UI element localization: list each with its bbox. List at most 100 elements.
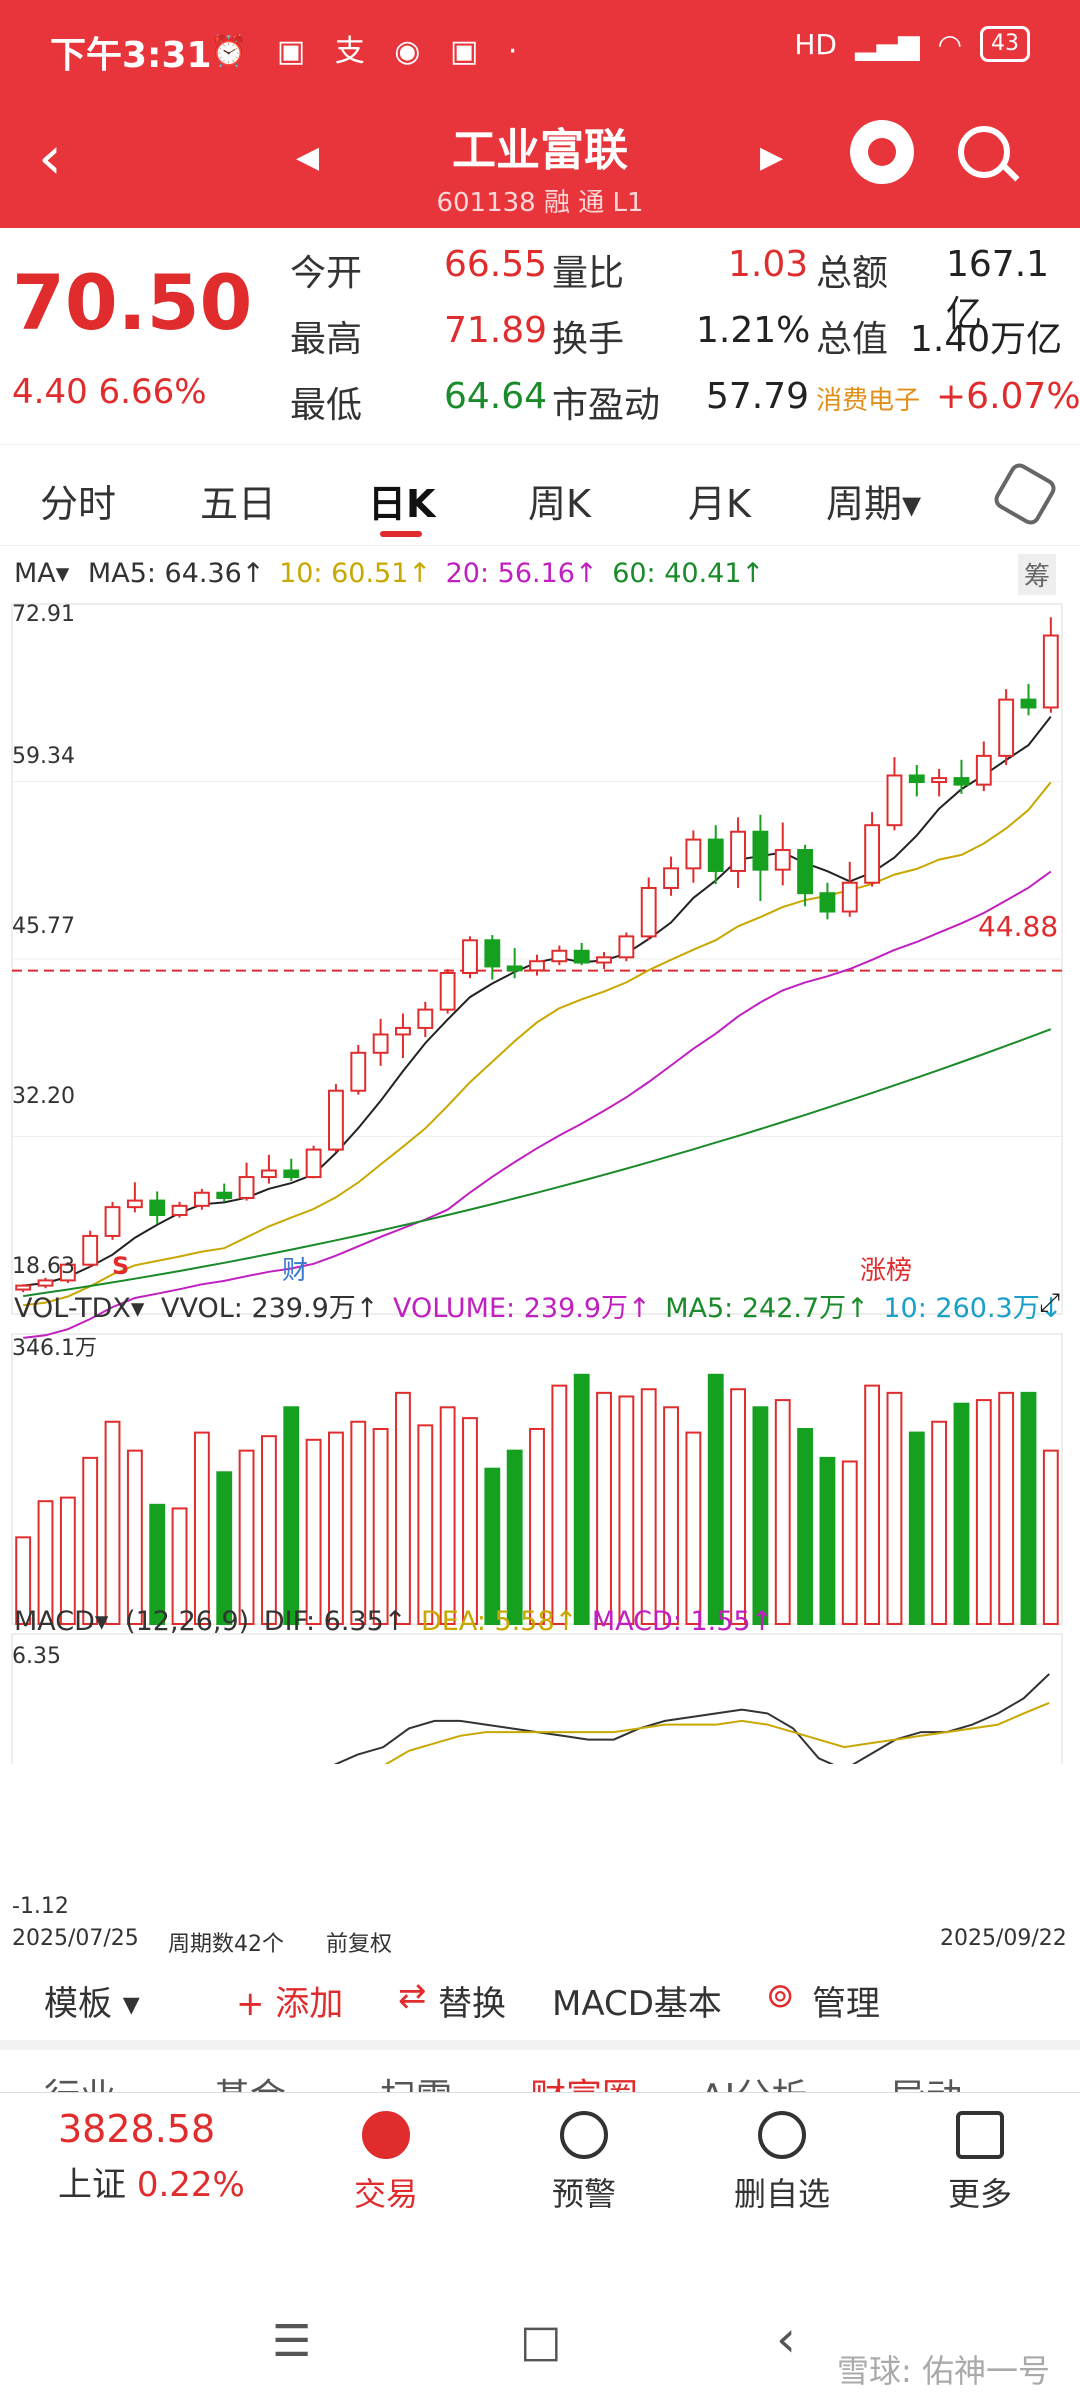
template-dropdown[interactable]: 模板 ▾ <box>44 1984 140 2024</box>
watermark: 雪球: 佑神一号 <box>837 2352 1050 2390</box>
search-icon[interactable] <box>958 126 1010 178</box>
ma-indicator-dropdown[interactable]: MA▾ <box>14 558 70 589</box>
price-axis-bottom: 18.63 <box>12 1254 75 1279</box>
volume-bar-22 <box>506 1449 523 1626</box>
volume-bar-0 <box>15 1536 32 1625</box>
macd-indicator-dropdown[interactable]: MACD▾ <box>14 1606 109 1637</box>
nav-remove-watchlist[interactable]: 删自选 <box>692 2111 872 2215</box>
value-turnover-amount: 167.1亿 <box>946 244 1050 335</box>
indicator-toolbar: 模板 ▾ + 添加 ⇄ 替换 MACD基本 ⊚ 管理 <box>0 1954 1080 2050</box>
index-value[interactable]: 3828.58 <box>58 2107 216 2151</box>
volume-bar-20 <box>462 1417 478 1625</box>
chart-area: MA▾ MA5: 64.36↑ 10: 60.51↑ 20: 56.16↑ 60… <box>0 544 1080 1957</box>
volume-bar-45 <box>1020 1391 1037 1625</box>
kline-chart-svg[interactable] <box>0 594 1080 1764</box>
nav-alert[interactable]: 预警 <box>494 2111 674 2215</box>
back-button[interactable]: ‹ <box>38 123 62 193</box>
expand-icon[interactable]: ⤢ <box>1039 1288 1060 1318</box>
adjust-mode: 前复权 <box>326 1932 393 1957</box>
label-sector[interactable]: 消费电子 <box>816 386 921 416</box>
candle-body-1 <box>37 1279 54 1287</box>
back-nav-icon[interactable]: ‹ <box>776 2310 796 2368</box>
volume-bar-29 <box>663 1406 679 1625</box>
candle-body-40 <box>908 774 925 784</box>
candle-body-18 <box>417 1008 434 1029</box>
home-icon[interactable]: □ <box>520 2316 562 2367</box>
assistant-robot-icon[interactable] <box>850 120 914 184</box>
battery-icon: 43 <box>980 26 1030 62</box>
ma10-line <box>23 781 1052 1307</box>
volume-bar-13 <box>305 1438 322 1625</box>
value-open: 66.55 <box>444 244 548 285</box>
volume-bar-34 <box>774 1399 791 1626</box>
candle-body-19 <box>439 971 456 1011</box>
volume-bar-37 <box>841 1460 858 1626</box>
tab-movements[interactable]: 异动 <box>890 2068 962 2092</box>
index-name[interactable]: 上证 0.22% <box>58 2157 245 2206</box>
volume-bar-1 <box>37 1500 54 1626</box>
settings-hexagon-icon[interactable] <box>990 459 1060 529</box>
replace-button[interactable]: 替换 <box>438 1984 506 2024</box>
price-change: 4.40 6.66% <box>12 372 207 412</box>
tab-monthly-k[interactable]: 月K <box>688 482 751 526</box>
dea-value: DEA: 5.58↑ <box>421 1606 578 1637</box>
macd-basic-button[interactable]: MACD基本 <box>552 1984 722 2024</box>
candle-body-7 <box>171 1204 188 1216</box>
tab-daily-k[interactable]: 日K <box>368 482 436 526</box>
nav-trade[interactable]: 交易 <box>296 2111 476 2215</box>
prev-stock-button[interactable]: ◀ <box>296 140 320 175</box>
signal-icon: ▂▄▆ <box>854 27 920 61</box>
candle-body-8 <box>193 1191 210 1207</box>
status-time: 下午3:31 <box>50 35 212 76</box>
tab-ai-analysis[interactable]: AI分析 <box>700 2068 807 2092</box>
vol-indicator-dropdown[interactable]: VOL-TDX▾ <box>14 1293 145 1324</box>
tab-industry[interactable]: 行业 <box>44 2068 116 2092</box>
tab-five-day[interactable]: 五日 <box>200 482 277 526</box>
candle-body-28 <box>640 886 657 938</box>
candle-body-14 <box>328 1089 344 1151</box>
next-stock-button[interactable]: ▶ <box>760 140 784 175</box>
candle-body-3 <box>82 1234 99 1266</box>
tab-risk-scan[interactable]: 扫雷 <box>380 2068 452 2092</box>
ma20-value: 20: 56.16↑ <box>445 558 598 589</box>
marker-earnings[interactable]: 财 <box>282 1256 309 1286</box>
manage-button[interactable]: 管理 <box>812 1984 880 2024</box>
tab-period-dropdown[interactable]: 周期▾ <box>826 482 922 526</box>
tab-weekly-k[interactable]: 周K <box>528 482 591 526</box>
value-high: 71.89 <box>444 310 548 351</box>
macd-pane-frame <box>11 1633 1063 1764</box>
candle-body-29 <box>663 867 679 889</box>
add-button[interactable]: + 添加 <box>236 1984 344 2024</box>
network-icon: HD <box>794 27 837 61</box>
candle-body-9 <box>216 1191 233 1199</box>
candle-body-45 <box>1020 698 1037 709</box>
chip-distribution-button[interactable]: 筹 <box>1018 554 1057 595</box>
candle-body-30 <box>685 838 702 870</box>
volume-bar-16 <box>372 1427 389 1625</box>
volume-bar-5 <box>126 1449 143 1626</box>
volume-bar-40 <box>908 1431 925 1626</box>
nav-more[interactable]: 更多 <box>890 2111 1070 2215</box>
period-tabs: 分时 五日 日K 周K 月K 周期▾ <box>0 444 1080 546</box>
candle-body-5 <box>126 1199 143 1209</box>
volume-bar-39 <box>886 1391 903 1625</box>
marker-top-gainers[interactable]: 涨榜 <box>860 1256 913 1286</box>
candle-body-21 <box>484 939 501 968</box>
volume-bar-2 <box>59 1496 76 1625</box>
candle-body-24 <box>551 949 568 963</box>
volume-bar-38 <box>864 1384 881 1625</box>
tab-intraday[interactable]: 分时 <box>40 482 117 526</box>
dashed-price-label: 44.88 <box>978 910 1059 943</box>
candle-body-2 <box>59 1263 76 1282</box>
volume-bar-44 <box>998 1391 1015 1625</box>
volume-bar-15 <box>350 1420 367 1626</box>
dif-line <box>333 1673 1050 1764</box>
price-axis-3: 45.77 <box>12 914 75 939</box>
nav-remove-label: 删自选 <box>733 2175 830 2213</box>
menu-icon[interactable]: ☰ <box>272 2316 312 2367</box>
tab-fund[interactable]: 基金 <box>214 2068 286 2092</box>
nav-alert-label: 预警 <box>551 2175 616 2213</box>
candle-body-20 <box>462 939 478 974</box>
volume-bar-14 <box>328 1431 344 1626</box>
tab-wealth-circle[interactable]: 财富圈 <box>530 2068 638 2092</box>
